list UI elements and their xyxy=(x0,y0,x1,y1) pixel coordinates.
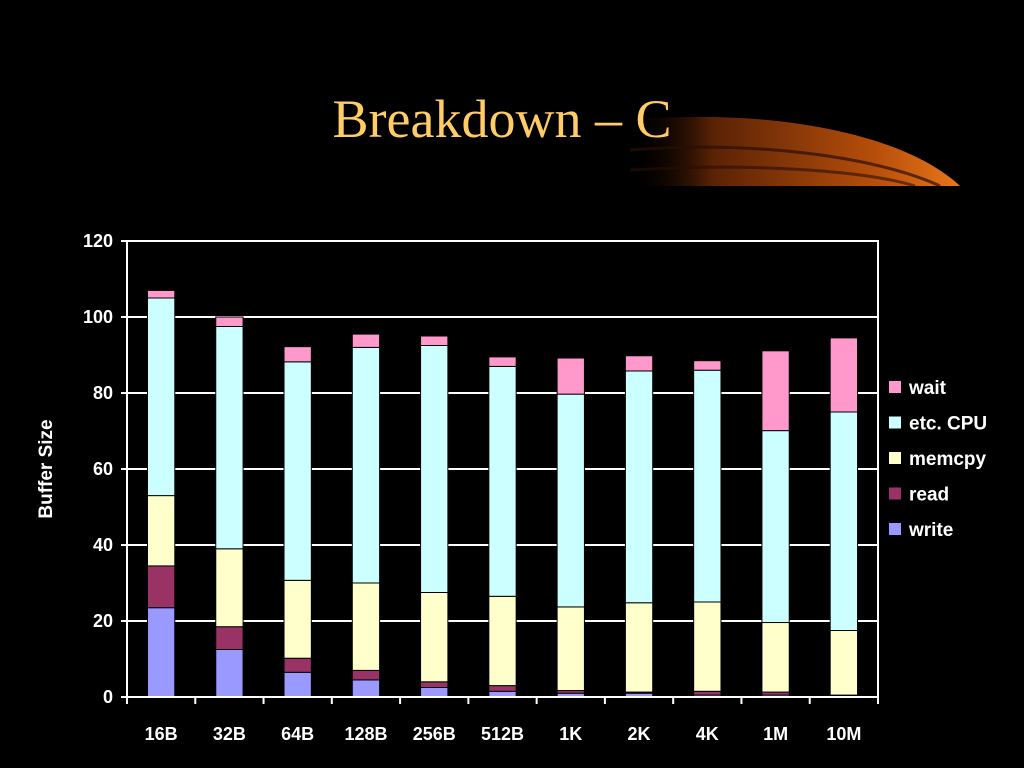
bar-segment-memcpy xyxy=(283,579,312,659)
bar-segment-write xyxy=(351,679,381,698)
bar-segment-read xyxy=(488,685,517,692)
y-tick-label: 100 xyxy=(83,307,113,327)
bar-segment-memcpy xyxy=(351,582,381,671)
legend-swatch xyxy=(889,416,901,429)
bar-segment-write xyxy=(283,671,312,698)
bar-segment-wait xyxy=(420,335,449,346)
bar-segment-wait xyxy=(351,333,381,348)
legend-item: etc. CPU xyxy=(889,414,987,435)
bar-segment-memcpy xyxy=(215,548,244,628)
y-tick-label: 80 xyxy=(93,383,113,403)
bar-segment-memcpy xyxy=(420,592,449,683)
y-axis-label: Buffer Size xyxy=(36,419,57,518)
bar-segment-etc-cpu xyxy=(215,326,244,550)
bar-segment-write xyxy=(146,607,176,698)
bar-segment-wait xyxy=(761,350,790,432)
legend-swatch xyxy=(889,381,901,393)
bar-segment-etc-cpu xyxy=(624,370,654,604)
bar-segment-read xyxy=(693,690,722,696)
bar-segment-memcpy xyxy=(556,606,585,692)
bar-segment-wait xyxy=(488,356,517,367)
bar-segment-etc-cpu xyxy=(351,346,381,584)
y-axis-ticks: 0 20 40 60 80 100 120 xyxy=(83,231,127,707)
bar-segment-wait xyxy=(146,289,176,299)
y-tick-label: 20 xyxy=(93,611,113,631)
bar-segment-wait xyxy=(556,357,585,395)
legend-item: write xyxy=(889,520,953,541)
legend-swatch xyxy=(889,487,901,500)
legend-label: etc. CPU xyxy=(909,414,987,435)
bar-segment-read xyxy=(146,565,176,609)
bar-segment-memcpy xyxy=(488,595,517,687)
x-tick-label: 32B xyxy=(213,724,246,744)
legend-swatch xyxy=(889,523,901,535)
legend-item: read xyxy=(889,485,949,506)
bar-segment-etc-cpu xyxy=(556,393,585,608)
bar-segment-wait xyxy=(283,346,312,363)
x-tick-label: 256B xyxy=(413,724,456,744)
legend-label: memcpy xyxy=(909,449,987,470)
x-tick-label: 4K xyxy=(696,724,719,744)
x-tick-label: 1M xyxy=(763,724,788,744)
legend-item: memcpy xyxy=(889,449,987,470)
bar-segment-read xyxy=(420,681,449,688)
bar-segment-write xyxy=(420,687,449,698)
chart-legend: wait etc. CPU memcpy read write xyxy=(889,378,987,541)
legend-label: read xyxy=(909,485,949,506)
legend-item: wait xyxy=(889,378,947,399)
x-axis-ticks: 16B 32B 64B 128B 256B 512B 1K 2K 4K 1M 10M xyxy=(126,697,879,744)
bar-segment-wait xyxy=(624,355,654,372)
bar-segment-wait xyxy=(215,316,244,327)
x-tick-label: 1K xyxy=(559,724,582,744)
legend-label: write xyxy=(908,520,953,541)
y-tick-label: 120 xyxy=(83,231,113,251)
bar-segment-etc-cpu xyxy=(488,365,517,597)
bar-segment-memcpy xyxy=(693,601,722,692)
bar-segment-etc-cpu xyxy=(693,369,722,603)
bar-segment-read xyxy=(283,657,312,673)
y-tick-label: 60 xyxy=(93,459,113,479)
bar-segment-write xyxy=(215,649,244,698)
bar-segment-etc-cpu xyxy=(420,345,449,593)
chart-bars xyxy=(146,289,859,698)
legend-label: wait xyxy=(908,378,947,399)
bar-segment-memcpy xyxy=(829,630,859,696)
bar-segment-memcpy xyxy=(761,622,790,693)
x-tick-label: 2K xyxy=(628,724,651,744)
bar-segment-etc-cpu xyxy=(829,411,859,631)
x-tick-label: 16B xyxy=(145,724,178,744)
bar-segment-memcpy xyxy=(146,495,176,567)
bar-segment-read xyxy=(215,626,244,651)
bar-segment-etc-cpu xyxy=(283,361,312,581)
bar-segment-read xyxy=(351,669,381,681)
bar-segment-memcpy xyxy=(624,602,654,693)
legend-swatch xyxy=(889,452,901,464)
x-tick-label: 128B xyxy=(344,724,387,744)
bar-segment-wait xyxy=(693,360,722,371)
slide-title: Breakdown – C xyxy=(332,89,672,149)
y-tick-label: 0 xyxy=(103,687,113,707)
bar-segment-wait xyxy=(829,337,859,413)
bar-segment-etc-cpu xyxy=(146,297,176,497)
y-tick-label: 40 xyxy=(93,535,113,555)
bar-segment-etc-cpu xyxy=(761,430,790,624)
x-tick-label: 512B xyxy=(481,724,524,744)
x-tick-label: 64B xyxy=(281,724,314,744)
x-tick-label: 10M xyxy=(826,724,861,744)
